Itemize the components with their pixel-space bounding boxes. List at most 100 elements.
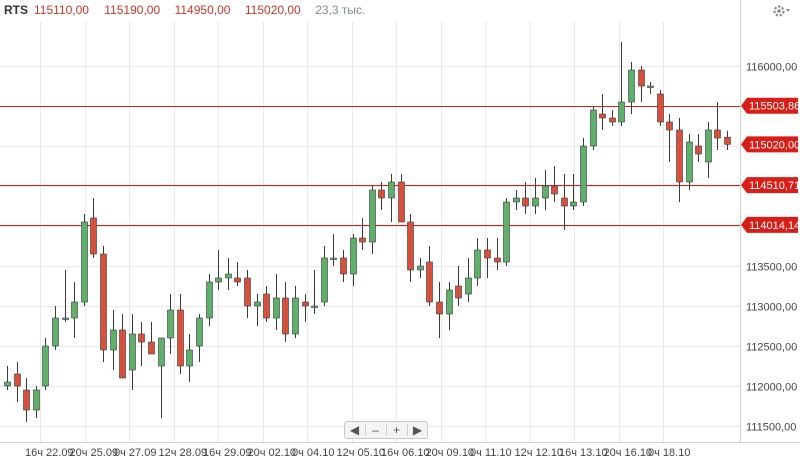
x-tick-label: 12ч 05.10: [337, 447, 386, 459]
bull-candle-body: [273, 297, 280, 319]
bull-candle-body: [417, 265, 424, 271]
price-tag-label: 115503,86: [749, 101, 800, 113]
x-tick-label: 20ч 02.10: [248, 447, 297, 459]
bull-candle-body: [532, 197, 539, 207]
bull-candle-body: [474, 249, 481, 279]
bull-candle-body: [705, 129, 712, 163]
bear-candle-body: [638, 69, 645, 87]
bear-candle-body: [695, 145, 702, 155]
price-level-tag: 114510,71: [741, 177, 800, 194]
price-tag-shape: [741, 136, 798, 153]
bull-candle-body: [81, 221, 88, 303]
bear-candle-body: [23, 389, 30, 411]
symbol-label: RTS: [4, 3, 28, 17]
bear-candle-body: [551, 185, 558, 195]
zoom-out-button[interactable]: –: [372, 423, 379, 437]
bull-candle-body: [618, 101, 625, 123]
scroll-right-button[interactable]: ▶: [412, 423, 423, 437]
bull-candle-body: [311, 305, 318, 308]
x-tick-label: 20ч 09.10: [426, 447, 475, 459]
y-tick-label: 116000,00: [746, 62, 797, 74]
high-value: 115190,00: [104, 3, 160, 17]
bear-candle-body: [177, 309, 184, 367]
x-tick-label: 20ч 16.10: [604, 447, 653, 459]
bear-candle-body: [148, 341, 155, 355]
bull-candle-body: [215, 277, 222, 283]
low-value: 114950,00: [175, 3, 231, 17]
volume-value: 23,3 тыс.: [315, 3, 365, 17]
bull-candle-body: [321, 257, 328, 303]
bear-candle-body: [426, 261, 433, 303]
zoom-in-button[interactable]: +: [392, 423, 400, 437]
bear-candle-body: [484, 249, 491, 259]
y-tick-label: 112500,00: [746, 342, 797, 354]
bull-candle-body: [628, 69, 635, 103]
bull-candle-body: [446, 289, 453, 315]
bull-candle-body: [590, 109, 597, 147]
bear-candle-body: [599, 113, 606, 119]
bear-candle-body: [398, 181, 405, 223]
bear-candle-body: [119, 329, 126, 379]
bull-candle-body: [292, 297, 299, 335]
settings-gear-icon[interactable]: [771, 2, 793, 20]
open-value: 115110,00: [34, 3, 89, 17]
bull-candle-body: [71, 301, 78, 319]
scroll-left-button[interactable]: ◀: [349, 423, 360, 437]
bear-candle-body: [407, 221, 414, 271]
x-tick-label: 16ч 06.10: [381, 447, 430, 459]
bull-candle-body: [42, 345, 49, 387]
price-tag-shape: [741, 97, 798, 114]
bear-candle-body: [494, 257, 501, 263]
x-tick-label: 0ч 11.10: [470, 447, 512, 459]
bull-candle-body: [647, 85, 654, 88]
price-tag-label: 114510,71: [749, 180, 800, 192]
bear-candle-body: [714, 129, 721, 139]
bear-candle-body: [340, 257, 347, 275]
bull-candle-body: [254, 301, 261, 307]
bear-candle-body: [657, 93, 664, 123]
bull-candle-body: [388, 181, 395, 199]
bear-candle-body: [609, 117, 616, 123]
bull-candle-body: [369, 189, 376, 243]
bull-candle-body: [542, 185, 549, 199]
bull-candle-body: [167, 309, 174, 339]
x-tick-label: 12ч 28.09: [159, 447, 208, 459]
bear-candle-body: [666, 121, 673, 131]
bull-candle-body: [330, 257, 337, 260]
x-tick-label: 16ч 13.10: [559, 447, 608, 459]
bull-candle-body: [52, 317, 59, 347]
y-tick-label: 113500,00: [746, 262, 797, 274]
price-tag-label: 114014,14: [749, 220, 800, 232]
bull-candle-body: [158, 337, 165, 367]
bull-candle-body: [350, 237, 357, 275]
price-tag-shape: [741, 216, 798, 233]
bull-candle-body: [225, 273, 232, 279]
bear-candle-body: [100, 253, 107, 351]
price-level-tag: 115020,00: [741, 136, 800, 153]
bear-candle-body: [561, 197, 568, 207]
bear-candle-body: [676, 129, 683, 183]
bull-candle-body: [686, 141, 693, 183]
chart-navigator: ◀ – + ▶: [344, 421, 428, 439]
bear-candle-body: [436, 301, 443, 315]
bull-candle-body: [465, 277, 472, 295]
bear-candle-body: [302, 301, 309, 307]
x-tick-label: 20ч 25.09: [70, 447, 119, 459]
price-tag-label: 115020,00: [749, 139, 800, 151]
bear-candle-body: [138, 333, 145, 343]
bull-candle-body: [570, 201, 577, 207]
bull-candle-body: [580, 145, 587, 203]
y-tick-label: 111500,00: [746, 422, 796, 434]
bull-candle-body: [129, 333, 136, 371]
bear-candle-body: [724, 136, 731, 145]
x-tick-label: 0ч 18.10: [648, 447, 690, 459]
bear-candle-body: [455, 285, 462, 299]
bear-candle-body: [14, 373, 21, 387]
x-tick-label: 0ч 27.09: [114, 447, 156, 459]
y-tick-label: 112000,00: [746, 382, 797, 394]
bull-candle-body: [4, 381, 11, 387]
x-tick-label: 16ч 29.09: [203, 447, 252, 459]
bull-candle-body: [62, 317, 69, 320]
